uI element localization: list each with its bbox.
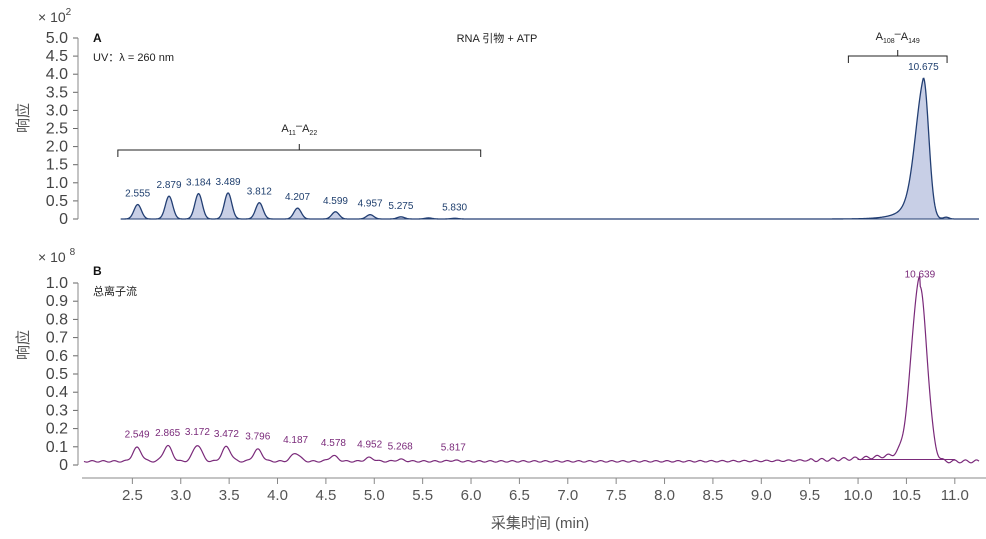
a-bracket: [847, 50, 948, 63]
x-tick-label: 7.5: [606, 487, 627, 504]
b-peak-label: 4.578: [321, 438, 346, 449]
b-integration-line: [857, 458, 955, 461]
a-y-tick-label: 0: [59, 211, 68, 228]
x-axis-title: 采集时间 (min): [491, 515, 589, 532]
x-tick-label: 8.5: [702, 487, 723, 504]
x-tick-label: 10.0: [843, 487, 872, 504]
panel-a-peak-labels: 2.555 2.879 3.184 3.489 3.812 4.207 4.599 4.957…: [125, 62, 939, 213]
a-y-tick-label: 0.5: [46, 193, 68, 210]
panel-a-letter: A: [93, 31, 102, 45]
panel-b-plot: [83, 275, 980, 464]
a-peak-label: 5.830: [442, 202, 467, 213]
a-y-tick-label: 3.5: [46, 84, 68, 101]
panel-b: × 10 8 B 总离子流 响应 1.00.90.8 0.70.60.50.40.3…: [14, 247, 980, 474]
x-tick-label: 5.5: [412, 487, 433, 504]
a-y-tick-label: 4.5: [46, 48, 68, 65]
x-tick-label: 3.5: [219, 487, 240, 504]
b-peak-label: 2.865: [155, 428, 180, 439]
panel-b-ylabel: 响应: [14, 330, 32, 360]
b-peak-label: 3.172: [185, 427, 210, 438]
a-peak-label: 5.275: [388, 201, 413, 212]
b-y-tick-label: 0.8: [46, 311, 68, 328]
panel-b-multiplier: × 10 8: [38, 247, 76, 265]
a-peak-area: [186, 193, 211, 219]
x-tick-label: 8.0: [654, 487, 675, 504]
x-tick-label: 5.0: [364, 487, 385, 504]
a-y-tick-label: 3.0: [46, 102, 68, 119]
a-y-tick-label: 4.0: [46, 66, 68, 83]
b-peak-label: 4.187: [283, 435, 308, 446]
b-y-tick-label: 0.6: [46, 348, 68, 365]
x-tick-label: 10.5: [892, 487, 921, 504]
a-peak-label: 2.879: [157, 180, 182, 191]
a-main-peak-area: [854, 78, 953, 219]
panel-a-plot: [120, 77, 979, 220]
panel-a-multiplier: × 102: [38, 7, 72, 25]
b-peak-label: 3.472: [214, 429, 239, 440]
panel-a-annotations: A11–A22 A108–A149: [117, 28, 948, 157]
a-peak-area: [247, 202, 271, 219]
x-tick-label: 11.0: [941, 487, 969, 504]
a-y-tick-label: 2.0: [46, 139, 68, 156]
a-peak-label: 10.675: [908, 62, 939, 73]
panel-b-title: 总离子流: [93, 284, 137, 298]
a-trace: [120, 77, 979, 220]
a-y-tick-label: 1.5: [46, 157, 68, 174]
a-bracket-label: A11–A22: [281, 120, 317, 137]
a-y-tick-label: 1.0: [46, 175, 68, 192]
a-peak-label: 3.812: [247, 187, 272, 198]
a-peak-label: 4.599: [323, 196, 348, 207]
x-tick-label: 7.0: [557, 487, 578, 504]
x-tick-label: 9.0: [751, 487, 772, 504]
x-tick-label: 6.5: [509, 487, 530, 504]
panel-b-letter: B: [93, 264, 102, 278]
a-peak-label: 3.184: [186, 178, 211, 189]
x-tick-label: 2.5: [122, 487, 143, 504]
b-y-tick-label: 0.7: [46, 330, 68, 347]
panel-b-y-ticks: 1.00.90.8 0.70.60.50.40.3 0.20.10: [46, 275, 79, 474]
a-peak-label: 4.207: [285, 192, 310, 203]
a-y-tick-label: 5.0: [46, 30, 68, 47]
x-tick-label: 9.5: [799, 487, 820, 504]
x-tick-label: 3.0: [170, 487, 191, 504]
a-peak-label: 2.555: [125, 189, 150, 200]
b-y-tick-label: 0.5: [46, 366, 68, 383]
b-trace: [83, 275, 980, 464]
a-peak-area: [157, 196, 181, 219]
b-y-tick-label: 0.2: [46, 421, 68, 438]
b-y-tick-label: 0.9: [46, 293, 68, 310]
b-peak-label: 4.952: [357, 440, 382, 451]
x-tick-label: 6.0: [461, 487, 482, 504]
b-peak-label: 10.639: [905, 270, 936, 281]
b-peak-label: 5.817: [441, 442, 466, 453]
b-y-tick-label: 0: [59, 457, 68, 474]
b-y-tick-label: 0.4: [46, 384, 68, 401]
a-y-tick-label: 2.5: [46, 121, 68, 138]
panel-a-subtitle: UV：λ = 260 nm: [93, 52, 174, 64]
a-peak-label: 4.957: [358, 199, 383, 210]
b-peak-label: 2.549: [125, 430, 150, 441]
a-peak-label: 3.489: [216, 177, 241, 188]
panel-a-ylabel: 响应: [14, 103, 32, 133]
x-axis-ticks: 2.5 3.0 3.5 4.0 4.5 5.0 5.5 6.0 6.5 7.0 7.5 8.0 8.5 9…: [122, 478, 969, 504]
b-y-tick-label: 1.0: [46, 275, 68, 292]
a-peak-area: [216, 192, 240, 219]
panel-a: × 102 A UV：λ = 260 nm RNA 引物 + ATP 响应 5.…: [14, 7, 979, 228]
panel-b-peak-labels: 2.549 2.865 3.172 3.472 3.796 4.187 4.578 4.952…: [125, 270, 936, 454]
panel-a-title: RNA 引物 + ATP: [457, 31, 538, 45]
b-y-tick-label: 0.1: [46, 439, 68, 456]
a-peak-area: [126, 204, 150, 219]
x-axis: 2.5 3.0 3.5 4.0 4.5 5.0 5.5 6.0 6.5 7.0 7.5 8.0 8.5 9…: [82, 477, 986, 532]
panel-a-y-ticks: 5.04.54.03.53.0 2.52.01.51.00.50: [46, 30, 79, 228]
b-peak-label: 3.796: [245, 432, 270, 443]
a-bracket-label: A108–A149: [876, 28, 920, 45]
x-tick-label: 4.5: [315, 487, 336, 504]
x-tick-label: 4.0: [267, 487, 288, 504]
b-y-tick-label: 0.3: [46, 402, 68, 419]
a-bracket: [117, 144, 482, 157]
b-peak-label: 5.268: [388, 442, 413, 453]
